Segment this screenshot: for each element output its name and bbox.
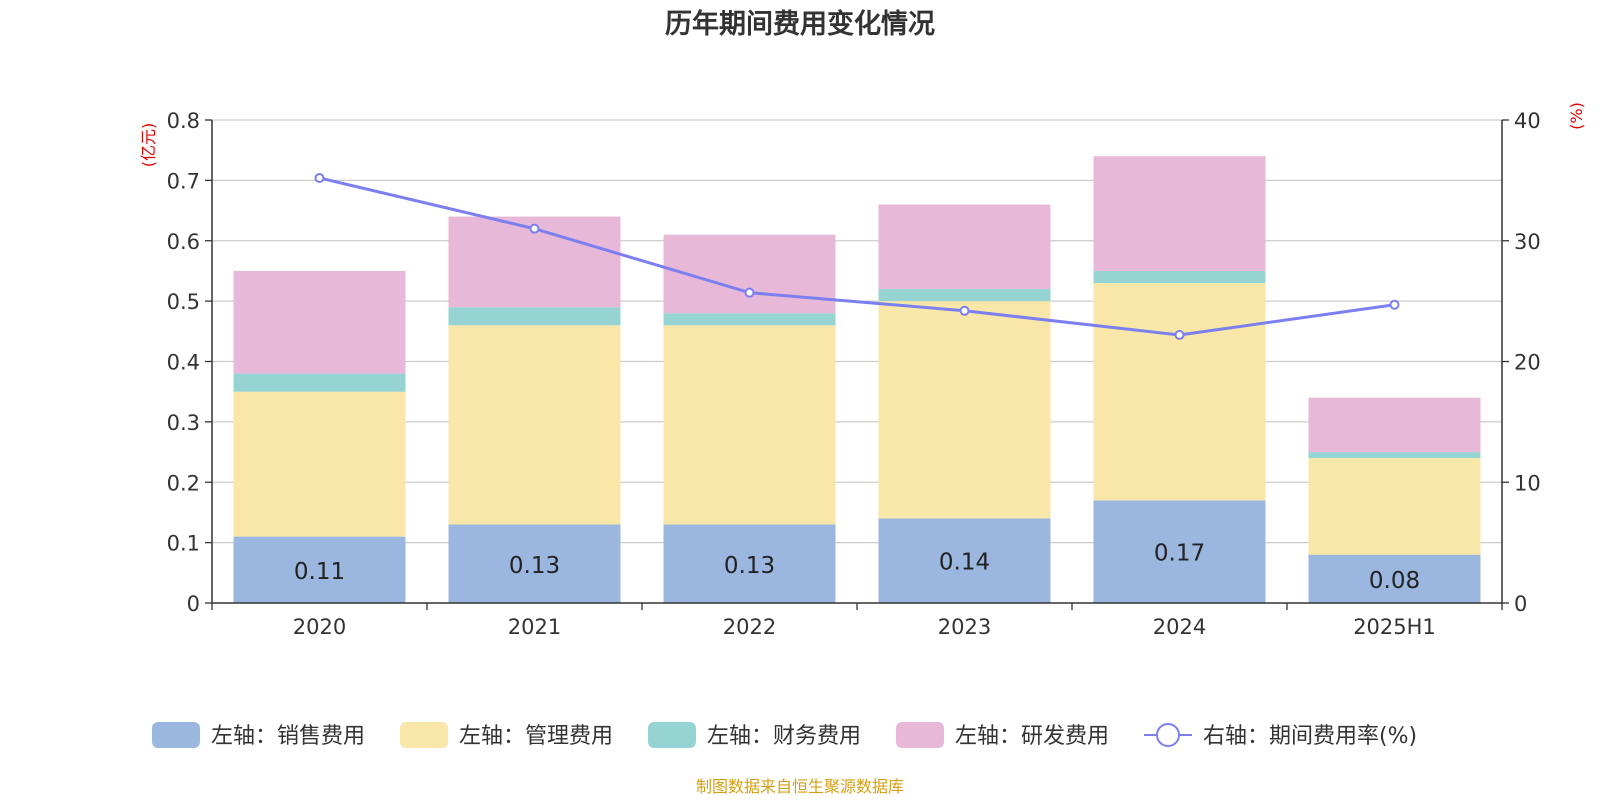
bar-segment — [448, 307, 621, 326]
bar-segment — [663, 325, 836, 525]
data-label: 0.13 — [724, 553, 775, 579]
bar-segment — [233, 270, 406, 374]
axes: 0 0.1 0.2 0.3 0.4 0.5 0.6 0.7 0.8 0 10 20 30 40 2020 20… — [167, 109, 1541, 639]
bar-segment — [663, 234, 836, 314]
right-tick-label: 40 — [1514, 109, 1541, 133]
left-tick-label: 0.7 — [167, 169, 200, 193]
legend-label: 左轴：研发费用 — [955, 724, 1109, 749]
bar-segment — [878, 301, 1051, 519]
legend-label: 左轴：销售费用 — [211, 724, 365, 749]
chart-title: 历年期间费用变化情况 — [665, 8, 935, 40]
legend-label: 右轴：期间费用率(%) — [1203, 724, 1417, 749]
left-tick-label: 0 — [187, 592, 200, 616]
bar-segment — [878, 289, 1051, 302]
x-tick-label: 2022 — [723, 615, 776, 639]
legend: 左轴：销售费用 左轴：管理费用 左轴：财务费用 左轴：研发费用 右轴：期间费用率(%) — [152, 722, 1417, 749]
data-label: 0.13 — [509, 553, 560, 579]
left-tick-label: 0.3 — [167, 411, 200, 435]
bar-segment — [1093, 500, 1266, 603]
left-tick-label: 0.5 — [167, 290, 200, 314]
bar-segment — [1308, 554, 1481, 603]
data-label: 0.11 — [294, 559, 345, 585]
right-tick-label: 10 — [1514, 471, 1541, 495]
legend-swatch — [896, 722, 944, 748]
bar-segment — [878, 518, 1051, 603]
left-tick-label: 0.4 — [167, 351, 200, 375]
bar-segment — [448, 325, 621, 525]
data-label: 0.17 — [1154, 541, 1205, 567]
right-tick-label: 30 — [1514, 230, 1541, 254]
x-tick-label: 2025H1 — [1353, 615, 1436, 639]
legend-swatch-marker — [1156, 723, 1180, 747]
data-labels: 0.11 0.13 0.13 0.14 0.17 0.08 — [294, 541, 1420, 594]
bar-segment — [1308, 397, 1481, 453]
bar-segment — [878, 204, 1051, 290]
bar-segment — [1093, 270, 1266, 284]
bar-segment — [1308, 452, 1481, 459]
line-point — [1389, 299, 1400, 310]
series-line — [319, 176, 1395, 337]
legend-swatch — [400, 722, 448, 748]
bar-segment — [448, 524, 621, 603]
bar-segment — [233, 391, 406, 537]
line-point — [1174, 329, 1185, 340]
x-tick-label: 2020 — [293, 615, 346, 639]
legend-label: 左轴：管理费用 — [459, 724, 613, 749]
right-axis-unit: (%) — [1567, 102, 1586, 130]
bar-segment — [1308, 458, 1481, 555]
bar-segment — [1093, 283, 1266, 501]
left-tick-label: 0.8 — [167, 109, 200, 133]
x-tick-label: 2021 — [508, 615, 561, 639]
bar-segment — [1093, 156, 1266, 271]
rate-line — [314, 172, 1400, 340]
legend-swatch — [152, 722, 200, 748]
bar-segment — [663, 313, 836, 326]
bar-segment — [233, 373, 406, 392]
legend-label: 左轴：财务费用 — [707, 724, 861, 749]
line-point — [959, 305, 970, 316]
left-tick-label: 0.6 — [167, 230, 200, 254]
bar-segment — [233, 536, 406, 603]
left-axis-unit: (亿元) — [139, 123, 158, 168]
x-tick-label: 2023 — [938, 615, 991, 639]
data-label: 0.08 — [1369, 568, 1420, 594]
line-point — [744, 287, 755, 298]
left-tick-label: 0.1 — [167, 532, 200, 556]
bars — [233, 156, 1481, 603]
x-tick-label: 2024 — [1153, 615, 1206, 639]
right-tick-label: 20 — [1514, 351, 1541, 375]
line-point — [529, 223, 540, 234]
legend-swatch — [648, 722, 696, 748]
data-label: 0.14 — [939, 550, 990, 576]
left-tick-label: 0.2 — [167, 471, 200, 495]
bar-segment — [663, 524, 836, 603]
right-tick-label: 0 — [1514, 592, 1527, 616]
source-note: 制图数据来自恒生聚源数据库 — [696, 777, 904, 796]
line-point — [314, 172, 325, 183]
